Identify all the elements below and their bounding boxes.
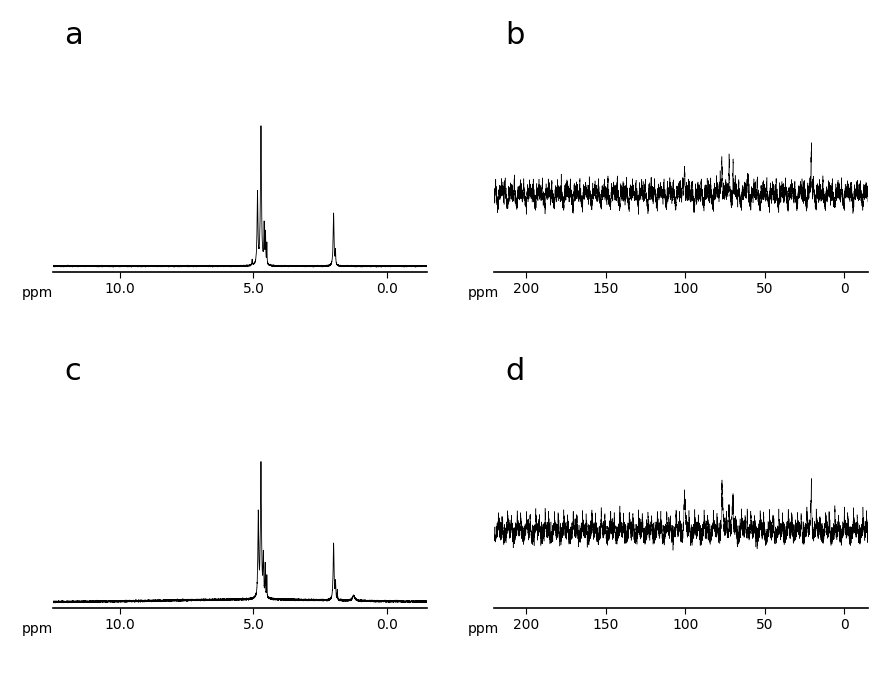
- Text: ppm: ppm: [21, 622, 52, 636]
- Text: a: a: [65, 21, 83, 50]
- Text: d: d: [506, 357, 525, 386]
- Text: b: b: [506, 21, 525, 50]
- Text: ppm: ppm: [468, 286, 500, 300]
- Text: c: c: [65, 357, 82, 386]
- Text: ppm: ppm: [21, 286, 52, 300]
- Text: ppm: ppm: [468, 622, 500, 636]
